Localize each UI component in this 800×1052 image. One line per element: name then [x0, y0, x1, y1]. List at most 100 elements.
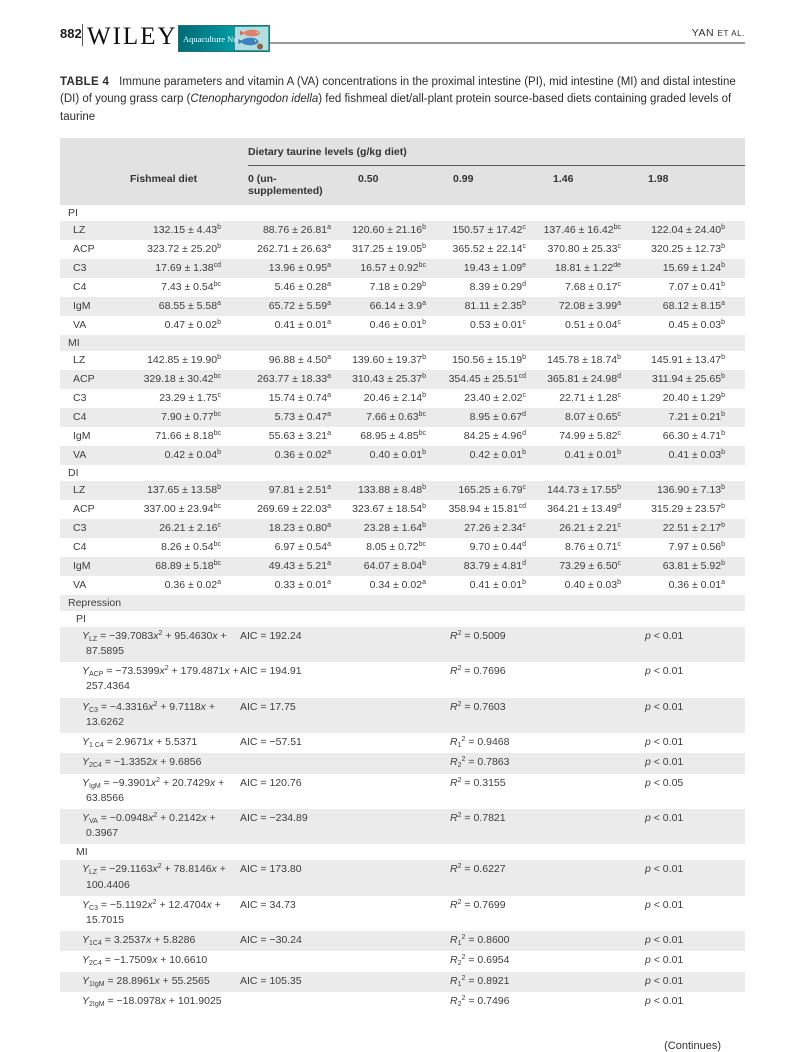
aic-cell: AIC = 17.75 — [240, 700, 296, 713]
value-cell: 315.29 ± 23.57b — [651, 503, 725, 516]
row-label: VA — [73, 449, 87, 462]
value-cell: 142.85 ± 19.90b — [147, 354, 221, 367]
regression-section-label: MI — [76, 846, 88, 859]
value-cell: 165.25 ± 6.79c — [458, 484, 526, 497]
aic-cell: AIC = 105.35 — [240, 974, 302, 987]
span-header: Dietary taurine levels (g/kg diet) — [248, 146, 745, 166]
table-data-row: C3 17.69 ± 1.38cd 13.96 ± 0.95a 16.57 ± 0.9… — [60, 258, 745, 278]
section-row-di: DI — [60, 465, 745, 481]
value-cell: 8.05 ± 0.72bc — [366, 541, 426, 554]
regression-label: Repression — [68, 596, 122, 609]
r2-cell: R12 = 0.9468 — [450, 736, 510, 750]
value-cell: 364.21 ± 13.49d — [547, 503, 621, 516]
value-cell: 0.41 ± 0.01a — [274, 319, 331, 332]
value-cell: 132.15 ± 4.43b — [152, 224, 221, 237]
value-cell: 144.73 ± 17.55b — [547, 484, 621, 497]
value-cell: 137.46 ± 16.42bc — [543, 224, 621, 237]
continues-note: (Continues) — [664, 1040, 721, 1052]
value-cell: 7.97 ± 0.56b — [668, 541, 725, 554]
table-caption-label: TABLE 4 — [60, 76, 110, 88]
r2-cell: R2 = 0.7603 — [450, 700, 506, 713]
p-value-cell: p < 0.01 — [645, 665, 684, 678]
value-cell: 18.81 ± 1.22de — [554, 262, 621, 275]
r2-cell: R2 = 0.3155 — [450, 776, 506, 789]
value-cell: 354.45 ± 25.51cd — [448, 373, 526, 386]
value-cell: 358.94 ± 15.81cd — [448, 503, 526, 516]
table-data-row: C4 7.90 ± 0.77bc 5.73 ± 0.47a 7.66 ± 0.63bc… — [60, 407, 745, 427]
regression-row: YC3 = −4.3316x2 + 9.7118x + 13.6262 AIC =… — [60, 697, 745, 734]
p-value-cell: p < 0.01 — [645, 811, 684, 824]
page-header: 882 WILEY Aquaculture Nutrition YAN ET A… — [60, 18, 745, 68]
p-value-cell: p < 0.01 — [645, 994, 684, 1007]
aic-cell: AIC = 34.73 — [240, 898, 296, 911]
value-cell: 71.66 ± 8.18bc — [155, 430, 221, 443]
section-row-pi: PI — [60, 205, 745, 221]
value-cell: 139.60 ± 19.37b — [352, 354, 426, 367]
column-header-taurine-050: 0.50 — [358, 172, 379, 185]
r2-cell: R12 = 0.8600 — [450, 934, 510, 948]
value-cell: 64.07 ± 8.04b — [363, 560, 426, 573]
value-cell: 5.73 ± 0.47a — [274, 411, 331, 424]
value-cell: 310.43 ± 25.37b — [352, 373, 426, 386]
value-cell: 0.47 ± 0.02b — [164, 319, 221, 332]
value-cell: 7.21 ± 0.21b — [668, 411, 725, 424]
p-value-cell: p < 0.01 — [645, 898, 684, 911]
page-number: 882 — [60, 26, 82, 41]
r2-cell: R2 = 0.7696 — [450, 665, 506, 678]
p-value-cell: p < 0.01 — [645, 954, 684, 967]
journal-name: Aquaculture Nutrition — [183, 33, 259, 44]
value-cell: 0.46 ± 0.01b — [369, 319, 426, 332]
table-data-row: C3 26.21 ± 2.16c 18.23 ± 0.80a 23.28 ± 1.64… — [60, 518, 745, 538]
equation-cell: YIgM = −9.3901x2 + 20.7429x + 63.8566 — [82, 776, 225, 804]
aic-cell: AIC = −57.51 — [240, 736, 302, 749]
equation-cell: Y2IgM = −18.0978x + 101.9025 — [82, 994, 222, 1008]
value-cell: 65.72 ± 5.59a — [268, 300, 331, 313]
value-cell: 55.63 ± 3.21a — [268, 430, 331, 443]
section-label: MI — [68, 336, 80, 349]
table-data-row: IgM 71.66 ± 8.18bc 55.63 ± 3.21a 68.95 ± 4.… — [60, 427, 745, 446]
table-data-row: ACP 337.00 ± 23.94bc 269.69 ± 22.03a 323.67… — [60, 500, 745, 519]
regression-row: Y2C4 = −1.7509x + 10.6610 R22 = 0.6954 p <… — [60, 951, 745, 971]
value-cell: 262.71 ± 26.63a — [257, 243, 331, 256]
regression-row: YC3 = −5.1192x2 + 12.4704x + 15.7015 AIC … — [60, 896, 745, 931]
value-cell: 8.26 ± 0.54bc — [161, 541, 221, 554]
regression-row: Y2IgM = −18.0978x + 101.9025 R22 = 0.7496… — [60, 992, 745, 1012]
equation-cell: YLZ = −29.1163x2 + 78.8146x + 100.4406 — [82, 863, 226, 891]
value-cell: 20.46 ± 2.14b — [363, 392, 426, 405]
r2-cell: R12 = 0.8921 — [450, 974, 510, 988]
value-cell: 83.79 ± 4.81d — [463, 560, 526, 573]
p-value-cell: p < 0.01 — [645, 934, 684, 947]
value-cell: 0.41 ± 0.01b — [564, 449, 621, 462]
value-cell: 27.26 ± 2.34c — [464, 522, 526, 535]
table-caption: TABLE 4 Immune parameters and vitamin A (… — [60, 74, 745, 126]
regression-row: YACP = −73.5399x2 + 179.4871x + 257.4364… — [60, 662, 745, 697]
value-cell: 0.41 ± 0.01b — [469, 579, 526, 592]
value-cell: 63.81 ± 5.92b — [662, 560, 725, 573]
value-cell: 26.21 ± 2.21c — [559, 522, 621, 535]
row-label: C3 — [73, 522, 87, 535]
value-cell: 0.51 ± 0.04c — [565, 319, 621, 332]
regression-row: Y1IgM = 28.8961x + 55.2565 AIC = 105.35 R1… — [60, 971, 745, 992]
value-cell: 19.43 ± 1.09e — [463, 262, 526, 275]
r2-cell: R22 = 0.7496 — [450, 994, 510, 1008]
aic-cell: AIC = −30.24 — [240, 934, 302, 947]
value-cell: 7.18 ± 0.29b — [369, 281, 426, 294]
value-cell: 320.25 ± 12.73b — [651, 243, 725, 256]
table-data-row: LZ 132.15 ± 4.43b 88.76 ± 26.81a 120.60 ± 2… — [60, 220, 745, 240]
equation-cell: YC3 = −5.1192x2 + 12.4704x + 15.7015 — [82, 898, 221, 927]
table-data-row: IgM 68.89 ± 5.18bc 49.43 ± 5.21a 64.07 ± 8.… — [60, 556, 745, 576]
table-data-row: C4 7.43 ± 0.54bc 5.46 ± 0.28a 7.18 ± 0.29b 8… — [60, 278, 745, 297]
row-label: IgM — [73, 560, 91, 573]
regression-section-row-pi: PI — [60, 611, 745, 627]
value-cell: 0.33 ± 0.01a — [274, 579, 331, 592]
table-data-row: C3 23.29 ± 1.75c 15.74 ± 0.74a 20.46 ± 2.14… — [60, 389, 745, 408]
value-cell: 323.72 ± 25.20b — [147, 243, 221, 256]
value-cell: 66.14 ± 3.9a — [369, 300, 426, 313]
regression-row: Y2C4 = −1.3352x + 9.6856 R22 = 0.7863 p < … — [60, 753, 745, 774]
equation-cell: Y2C4 = −1.3352x + 9.6856 — [82, 756, 202, 770]
value-cell: 0.42 ± 0.04b — [164, 449, 221, 462]
aic-cell: AIC = 120.76 — [240, 776, 302, 789]
value-cell: 17.69 ± 1.38cd — [155, 262, 221, 275]
fish-illustration — [235, 27, 268, 50]
